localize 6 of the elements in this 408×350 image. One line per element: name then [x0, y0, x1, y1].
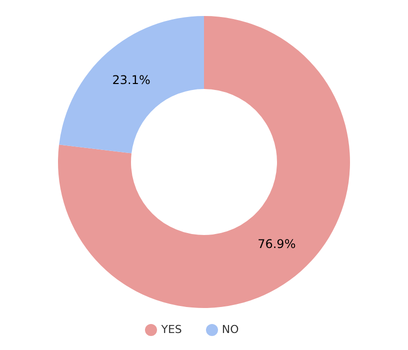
legend-label: YES	[161, 323, 182, 336]
donut-slice	[58, 16, 350, 308]
data-label: 76.9%	[258, 236, 296, 251]
legend-label: NO	[222, 323, 239, 336]
donut-slice	[59, 16, 204, 154]
data-label: 23.1%	[112, 73, 150, 88]
